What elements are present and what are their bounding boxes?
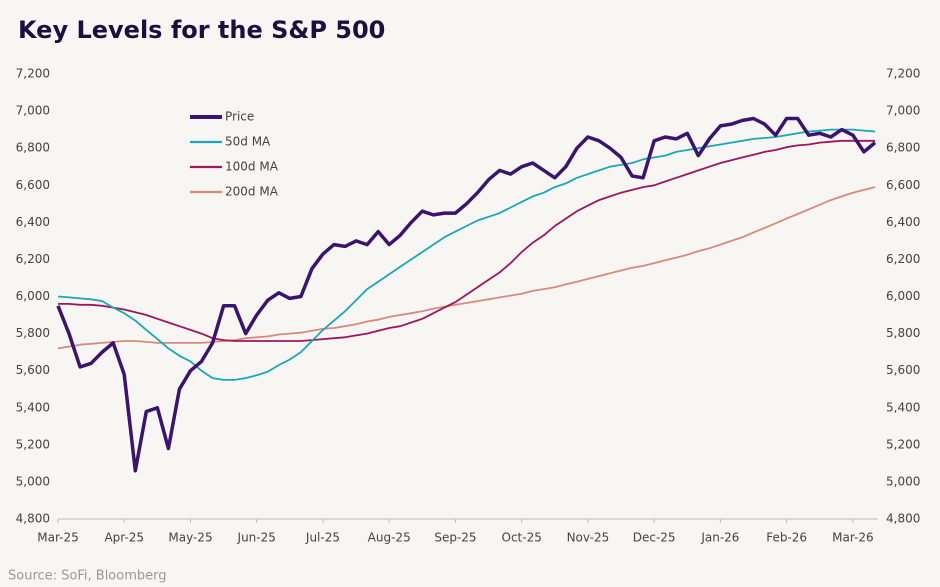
legend-label: Price [225,110,254,124]
y2-tick-label: 6,200 [886,252,920,266]
legend-label: 200d MA [225,185,279,199]
y2-tick-label: 5,800 [886,326,920,340]
x-tick-label: Aug-25 [368,531,411,545]
series-line [56,116,877,473]
y-tick-label: 7,200 [16,67,50,81]
y2-tick-label: 7,000 [886,104,920,118]
y-tick-label: 5,400 [16,400,50,414]
x-tick-label: Feb-26 [766,531,807,545]
y2-tick-label: 6,400 [886,215,920,229]
x-tick-label: Jun-25 [237,531,276,545]
y-tick-label: 5,800 [16,326,50,340]
x-tick-label: Apr-25 [104,531,144,545]
source: Source: SoFi, Bloomberg [8,569,167,584]
y2-tick-label: 5,000 [886,474,920,488]
x-tick-label: Nov-25 [567,531,610,545]
x-tick-label: May-25 [168,531,212,545]
x-tick-label: Jul-25 [305,531,340,545]
series-line [58,139,875,342]
y-tick-label: 7,000 [16,104,50,118]
x-tick-label: Mar-25 [37,531,78,545]
series-line [57,128,876,381]
y2-tick-label: 6,000 [886,289,920,303]
y-tick-label: 6,200 [16,252,50,266]
legend-label: 50d MA [225,135,271,149]
y-tick-label: 5,000 [16,474,50,488]
y-tick-label: 5,200 [16,437,50,451]
y2-tick-label: 5,200 [886,437,920,451]
x-tick-label: Sep-25 [434,531,476,545]
y2-tick-label: 7,200 [886,67,920,81]
chart-title: Key Levels for the S&P 500 [18,16,385,44]
y2-tick-label: 6,800 [886,141,920,155]
y-tick-label: 5,600 [16,363,50,377]
x-tick-label: Jan-26 [700,531,739,545]
legend-label: 100d MA [225,160,279,174]
x-tick-label: Oct-25 [502,531,542,545]
y-tick-label: 6,600 [16,178,50,192]
y-tick-label: 6,800 [16,141,50,155]
y2-tick-label: 5,600 [886,363,920,377]
x-tick-label: Mar-26 [832,531,873,545]
y-tick-label: 6,400 [16,215,50,229]
y2-tick-label: 6,600 [886,178,920,192]
y2-tick-label: 5,400 [886,400,920,414]
y-tick-label: 6,000 [16,289,50,303]
series-line [57,186,876,350]
y-tick-label: 4,800 [16,512,50,526]
x-tick-label: Dec-25 [633,531,676,545]
y2-tick-label: 4,800 [886,512,920,526]
